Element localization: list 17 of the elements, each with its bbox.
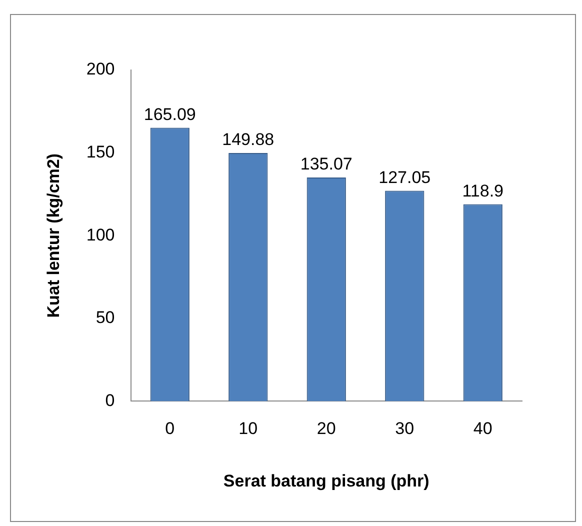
data-label: 118.9 bbox=[462, 181, 504, 200]
data-label: 135.07 bbox=[300, 154, 352, 174]
x-tick-label: 30 bbox=[395, 419, 414, 438]
y-tick-label: 200 bbox=[86, 60, 115, 79]
data-label: 127.05 bbox=[378, 168, 431, 187]
y-tick-label: 100 bbox=[86, 225, 115, 244]
x-tick-label: 20 bbox=[316, 419, 336, 438]
y-tick-label: 0 bbox=[105, 390, 115, 410]
y-tick-label: 150 bbox=[86, 142, 115, 162]
data-label: 149.88 bbox=[222, 130, 274, 150]
x-tick-label: 10 bbox=[238, 419, 258, 438]
x-tick-label: 40 bbox=[473, 419, 492, 438]
x-axis-title: Serat batang pisang (phr) bbox=[223, 471, 430, 490]
data-label: 165.09 bbox=[144, 105, 196, 124]
y-axis-title: Kuat lentur (kg/cm2) bbox=[44, 153, 63, 318]
x-tick-label: 0 bbox=[165, 419, 175, 438]
y-tick-label: 50 bbox=[96, 308, 115, 328]
